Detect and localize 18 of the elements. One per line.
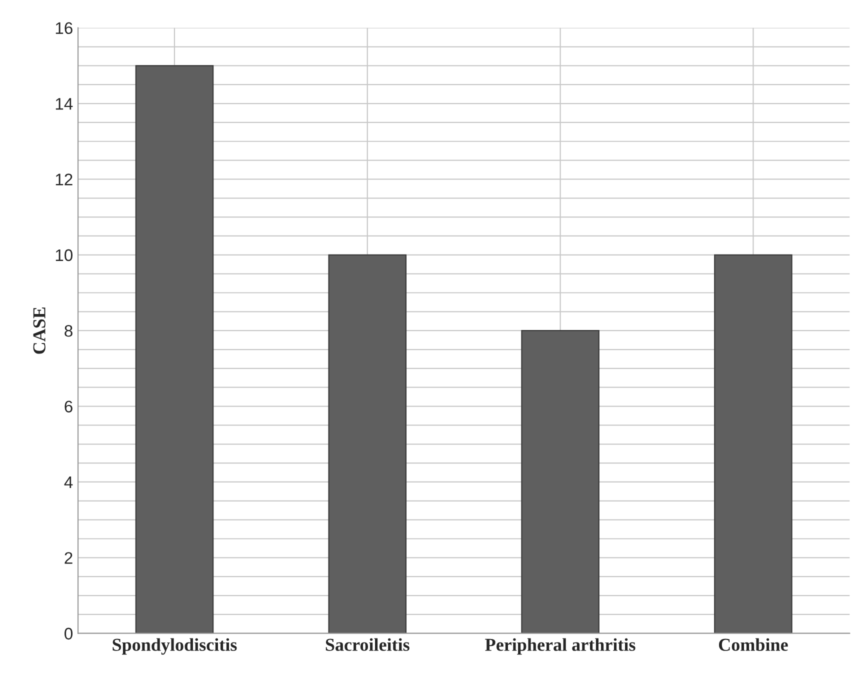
y-tick-label: 0 [64,628,73,640]
y-tick-label: 10 [56,249,73,262]
y-axis-title: CASE [33,307,46,354]
x-tick-label: Spondylodiscitis [112,638,237,655]
x-tick-label: Combine [718,638,788,651]
y-tick-label: 16 [56,22,72,34]
bar [328,254,407,634]
bar [521,330,600,634]
bar [135,65,214,634]
y-tick-label: 2 [64,552,72,564]
bar [714,254,792,634]
y-tick-label: 8 [64,325,72,337]
y-tick-label: 6 [64,400,72,412]
y-tick-label: 4 [64,476,73,488]
x-tick-label: Peripheral arthritis [485,638,636,655]
y-tick-label: 12 [56,174,72,186]
x-tick-label: Sacroileitis [326,638,410,651]
y-tick-label: 14 [56,98,73,110]
